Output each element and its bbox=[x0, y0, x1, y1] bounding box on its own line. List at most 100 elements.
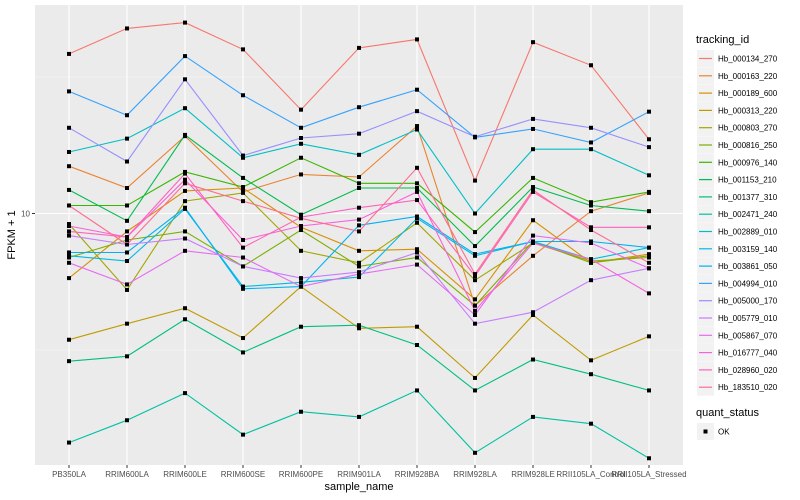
data-point bbox=[67, 187, 71, 192]
data-point bbox=[647, 291, 651, 296]
grid-lines bbox=[35, 5, 683, 465]
data-point bbox=[415, 165, 419, 170]
data-point bbox=[357, 272, 361, 277]
legend-label: Hb_000134_270 bbox=[718, 55, 778, 64]
data-point bbox=[183, 132, 187, 137]
data-point bbox=[531, 40, 535, 45]
data-point bbox=[357, 205, 361, 210]
x-tick-label: RRIM600LA bbox=[105, 470, 149, 479]
data-point bbox=[183, 236, 187, 241]
data-point bbox=[473, 313, 477, 318]
data-point bbox=[67, 440, 71, 445]
data-point bbox=[125, 229, 129, 234]
legend-title: tracking_id bbox=[696, 34, 749, 46]
shape-legend: quant_status OK bbox=[696, 407, 759, 440]
data-point bbox=[415, 189, 419, 194]
data-point bbox=[589, 260, 593, 265]
legend-label: Hb_001377_310 bbox=[718, 193, 778, 202]
data-point bbox=[125, 259, 129, 264]
data-point bbox=[357, 260, 361, 265]
data-point bbox=[415, 109, 419, 114]
legend-label: Hb_000816_250 bbox=[718, 141, 778, 150]
data-point bbox=[415, 214, 419, 219]
data-point bbox=[299, 107, 303, 112]
x-tick-label: RRIM901LA bbox=[337, 470, 381, 479]
data-point bbox=[183, 205, 187, 210]
data-point bbox=[67, 164, 71, 169]
data-point bbox=[241, 185, 245, 190]
legend-label: Hb_005779_010 bbox=[718, 314, 778, 323]
data-point bbox=[241, 190, 245, 195]
data-point bbox=[357, 264, 361, 269]
data-point bbox=[241, 245, 245, 250]
data-point bbox=[125, 282, 129, 287]
data-point bbox=[647, 266, 651, 271]
data-point bbox=[473, 134, 477, 139]
data-point bbox=[357, 217, 361, 222]
x-tick-label: RRIM928LA bbox=[453, 470, 497, 479]
data-point bbox=[67, 260, 71, 265]
data-point bbox=[647, 189, 651, 194]
data-point bbox=[67, 224, 71, 229]
data-point bbox=[183, 20, 187, 25]
data-point bbox=[415, 185, 419, 190]
data-point bbox=[125, 218, 129, 223]
x-tick-label: RRIM928LE bbox=[511, 470, 555, 479]
data-point bbox=[183, 177, 187, 182]
data-point bbox=[647, 137, 651, 142]
data-point bbox=[531, 310, 535, 315]
shape-legend-title: quant_status bbox=[696, 407, 759, 419]
data-point bbox=[531, 126, 535, 131]
data-point bbox=[415, 262, 419, 267]
data-point bbox=[183, 306, 187, 311]
data-point bbox=[415, 255, 419, 260]
x-tick-label: RRIM928BA bbox=[395, 470, 440, 479]
y-tick-label: 10 bbox=[21, 210, 30, 219]
data-point bbox=[299, 216, 303, 221]
data-point bbox=[241, 286, 245, 291]
data-point bbox=[589, 421, 593, 426]
data-point bbox=[357, 181, 361, 186]
legend-label: Hb_003861_050 bbox=[718, 262, 778, 271]
data-point bbox=[357, 248, 361, 253]
data-point bbox=[241, 284, 245, 289]
data-point bbox=[183, 77, 187, 82]
data-point bbox=[531, 175, 535, 180]
data-point bbox=[647, 334, 651, 339]
legend-label: Hb_002471_240 bbox=[718, 210, 778, 219]
x-tick-label: RRIM600LE bbox=[163, 470, 207, 479]
data-point bbox=[647, 225, 651, 230]
data-point bbox=[647, 456, 651, 461]
data-point bbox=[531, 414, 535, 419]
data-point bbox=[241, 47, 245, 52]
data-point bbox=[473, 450, 477, 455]
data-point bbox=[125, 235, 129, 240]
data-point bbox=[415, 247, 419, 252]
data-point bbox=[647, 253, 651, 258]
data-point bbox=[647, 388, 651, 393]
data-point bbox=[299, 284, 303, 289]
data-point bbox=[647, 209, 651, 214]
data-point bbox=[299, 324, 303, 329]
data-point bbox=[357, 326, 361, 331]
legend-label: Hb_004994_010 bbox=[718, 279, 778, 288]
data-point bbox=[67, 125, 71, 130]
data-point bbox=[589, 372, 593, 377]
data-point bbox=[183, 54, 187, 59]
data-point bbox=[531, 116, 535, 121]
data-point bbox=[357, 223, 361, 228]
data-point bbox=[125, 250, 129, 255]
data-point bbox=[415, 324, 419, 329]
data-point bbox=[125, 287, 129, 292]
data-point bbox=[415, 198, 419, 203]
data-point bbox=[357, 323, 361, 328]
data-point bbox=[183, 248, 187, 253]
data-point bbox=[125, 354, 129, 359]
legend-label: Hb_016777_040 bbox=[718, 349, 778, 358]
data-point bbox=[299, 248, 303, 253]
data-point bbox=[299, 172, 303, 177]
data-point bbox=[125, 185, 129, 190]
data-point bbox=[299, 224, 303, 229]
data-point bbox=[357, 275, 361, 280]
data-point bbox=[183, 106, 187, 111]
